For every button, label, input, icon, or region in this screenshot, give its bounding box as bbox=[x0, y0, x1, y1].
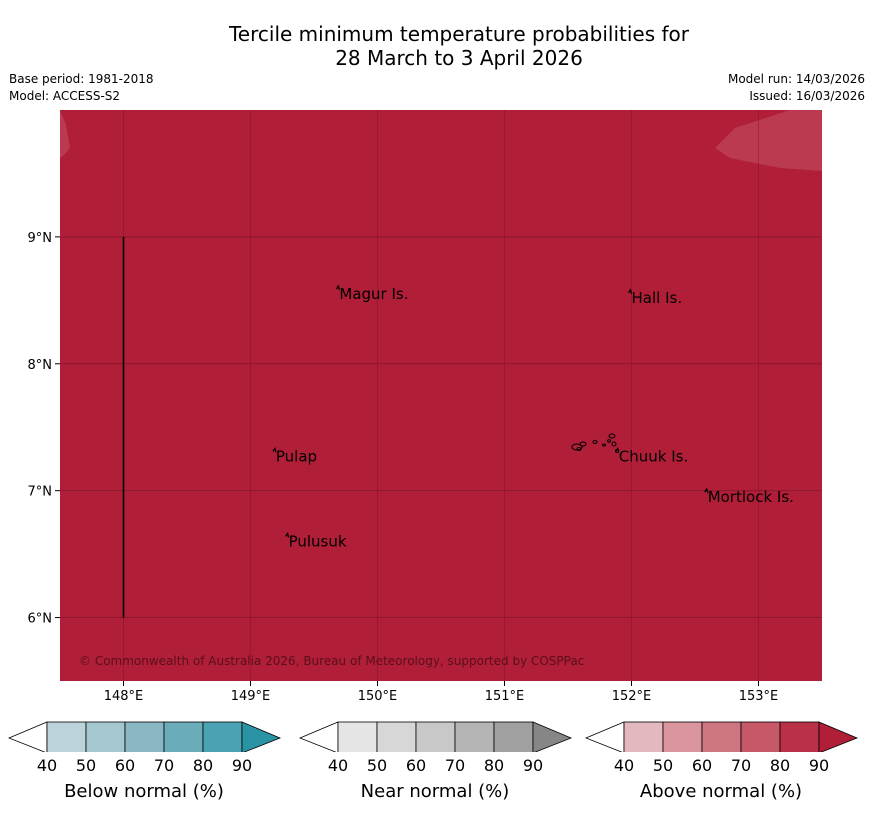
islet-outline bbox=[608, 433, 616, 439]
base-period: Base period: 1981-2018 bbox=[9, 72, 154, 86]
colorbar-segment bbox=[124, 721, 165, 752]
colorbar-extend-left bbox=[585, 721, 625, 752]
colorbar-segment bbox=[662, 721, 703, 752]
lat-label: 9°N bbox=[28, 231, 53, 246]
lon-label: 150°E bbox=[358, 689, 398, 704]
place-label: Hall Is. bbox=[632, 289, 683, 307]
lon-label: 152°E bbox=[612, 689, 652, 704]
colorbar-above-normal bbox=[585, 721, 859, 752]
lat-label: 8°N bbox=[28, 358, 53, 373]
legend-tick-label: 70 bbox=[444, 756, 466, 775]
island-mark bbox=[272, 446, 277, 453]
colorbar-segment bbox=[376, 721, 417, 752]
colorbar-segment bbox=[46, 721, 87, 752]
colorbar-segment bbox=[740, 721, 781, 752]
map-background bbox=[60, 110, 822, 681]
lat-label: 6°N bbox=[28, 612, 53, 627]
legend-tick-label: 40 bbox=[36, 756, 58, 775]
chart-title: Tercile minimum temperature probabilitie… bbox=[0, 22, 873, 70]
place-label: Magur Is. bbox=[339, 285, 408, 303]
meta-left: Base period: 1981-2018 Model: ACCESS-S2 bbox=[9, 71, 154, 105]
islet-outline bbox=[579, 441, 587, 447]
colorbar-segment bbox=[337, 721, 378, 752]
colorbar-extend-right bbox=[532, 721, 573, 752]
legend-title-near-normal: Near normal (%) bbox=[360, 781, 510, 802]
issued-date: Issued: 16/03/2026 bbox=[749, 89, 865, 103]
place-label: Pulap bbox=[276, 447, 317, 465]
colorbar-segment bbox=[454, 721, 495, 752]
island-mark bbox=[628, 288, 633, 294]
legend-above-normal bbox=[585, 718, 859, 752]
colorbar-extend-left bbox=[8, 721, 48, 752]
legend-below-normal bbox=[8, 718, 282, 752]
lon-label: 148°E bbox=[104, 689, 144, 704]
legend-tick-label: 90 bbox=[522, 756, 544, 775]
colorbar-segment bbox=[202, 721, 243, 752]
colorbar-near-normal bbox=[299, 721, 573, 752]
island-mark bbox=[615, 446, 620, 453]
island-mark bbox=[285, 531, 290, 538]
legend-tick-label: 40 bbox=[327, 756, 349, 775]
meta-right: Model run: 14/03/2026 Issued: 16/03/2026 bbox=[728, 71, 865, 105]
colorbar-segment bbox=[623, 721, 664, 752]
colorbar-segment bbox=[163, 721, 204, 752]
legend-title-above-normal: Above normal (%) bbox=[639, 781, 803, 802]
copyright-text: © Commonwealth of Australia 2026, Bureau… bbox=[79, 654, 584, 668]
islet-outline bbox=[611, 441, 617, 447]
legend-tick-label: 40 bbox=[613, 756, 635, 775]
colorbar-extend-left bbox=[299, 721, 339, 752]
model-run: Model run: 14/03/2026 bbox=[727, 72, 865, 86]
islet-outline bbox=[576, 447, 582, 451]
legend-tick-label: 50 bbox=[652, 756, 674, 775]
island-mark bbox=[704, 487, 709, 494]
island-mark bbox=[335, 284, 340, 291]
faint-probability-region-west bbox=[60, 110, 70, 158]
colorbar-segment bbox=[415, 721, 456, 752]
place-label: Pulusuk bbox=[289, 532, 347, 550]
title-line-2: 28 March to 3 April 2026 bbox=[335, 46, 583, 70]
place-label: Mortlock Is. bbox=[708, 488, 794, 506]
legend-tick-label: 50 bbox=[75, 756, 97, 775]
legend-tick-label: 60 bbox=[114, 756, 136, 775]
legend-tick-label: 70 bbox=[730, 756, 752, 775]
legend-title-below-normal: Below normal (%) bbox=[64, 781, 224, 802]
colorbar-extend-right bbox=[241, 721, 282, 752]
colorbar-extend-right bbox=[818, 721, 859, 752]
legend-tick-label: 90 bbox=[231, 756, 253, 775]
place-label: Chuuk Is. bbox=[619, 447, 688, 465]
colorbar-segment bbox=[779, 721, 820, 752]
legend-tick-label: 60 bbox=[405, 756, 427, 775]
lon-label: 149°E bbox=[231, 689, 271, 704]
islet-outline bbox=[607, 439, 611, 443]
colorbar-segment bbox=[701, 721, 742, 752]
legend-near-normal bbox=[299, 718, 573, 752]
legend-tick-label: 80 bbox=[192, 756, 214, 775]
lat-label: 7°N bbox=[28, 485, 53, 500]
title-line-1: Tercile minimum temperature probabilitie… bbox=[228, 22, 690, 46]
islet-outline bbox=[602, 443, 606, 447]
legend-tick-label: 50 bbox=[366, 756, 388, 775]
legend-tick-label: 80 bbox=[483, 756, 505, 775]
map[interactable]: 148°E 149°E 150°E 151°E 152°E 153°E 9°N 8°N 7°N 6… bbox=[0, 0, 873, 716]
model-name: Model: ACCESS-S2 bbox=[9, 89, 121, 103]
legend-tick-label: 90 bbox=[808, 756, 830, 775]
faint-probability-region bbox=[715, 110, 822, 171]
legend-tick-label: 60 bbox=[691, 756, 713, 775]
legend-tick-label: 70 bbox=[153, 756, 175, 775]
colorbar-below-normal bbox=[8, 721, 282, 752]
islet-outline bbox=[592, 440, 598, 444]
colorbar-segment bbox=[493, 721, 534, 752]
lon-label: 151°E bbox=[485, 689, 525, 704]
colorbar-segment bbox=[85, 721, 126, 752]
lon-label: 153°E bbox=[739, 689, 779, 704]
legend-tick-label: 80 bbox=[769, 756, 791, 775]
